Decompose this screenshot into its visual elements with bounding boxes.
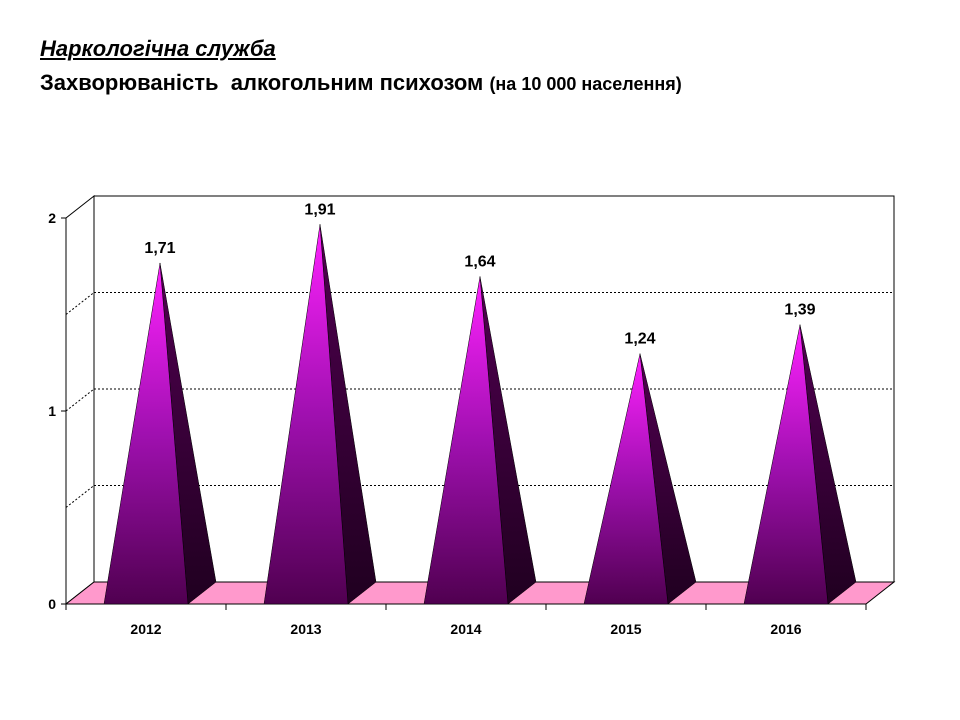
x-tick-label: 2014 [450,621,481,637]
side-gridline [65,388,95,412]
y-tick-label: 1 [48,403,56,419]
pyramid-front [263,224,349,605]
pyramid-front [583,353,669,605]
side-gridline [65,485,95,508]
y-tick-label: 0 [48,596,56,612]
pyramid-front [743,324,829,605]
subtitle-main: Захворюваність алкогольним психозом [40,70,484,95]
data-label: 1,39 [784,302,815,319]
x-tick-label: 2016 [770,621,801,637]
data-label: 1,91 [304,201,335,218]
chart-pyramids [103,224,857,605]
data-label: 1,71 [144,240,175,257]
data-label: 1,24 [624,331,655,348]
chart-labels: 1,71 2012 1,91 2013 1,64 2014 1,24 2015 1,39 2016 [130,201,815,637]
subtitle-unit: (на 10 000 населення) [489,74,682,94]
pyramid-front [423,276,509,605]
x-tick-label: 2012 [130,621,161,637]
x-tick-label: 2015 [610,621,641,637]
side-gridline [65,292,95,315]
chart-subtitle: Захворюваність алкогольним психозом (на … [40,70,682,96]
pyramid-front [103,262,189,605]
y-tick-label: 2 [48,210,56,226]
x-tick-label: 2013 [290,621,321,637]
chart-title: Наркологічна служба [40,36,276,61]
data-label: 1,64 [464,253,495,270]
